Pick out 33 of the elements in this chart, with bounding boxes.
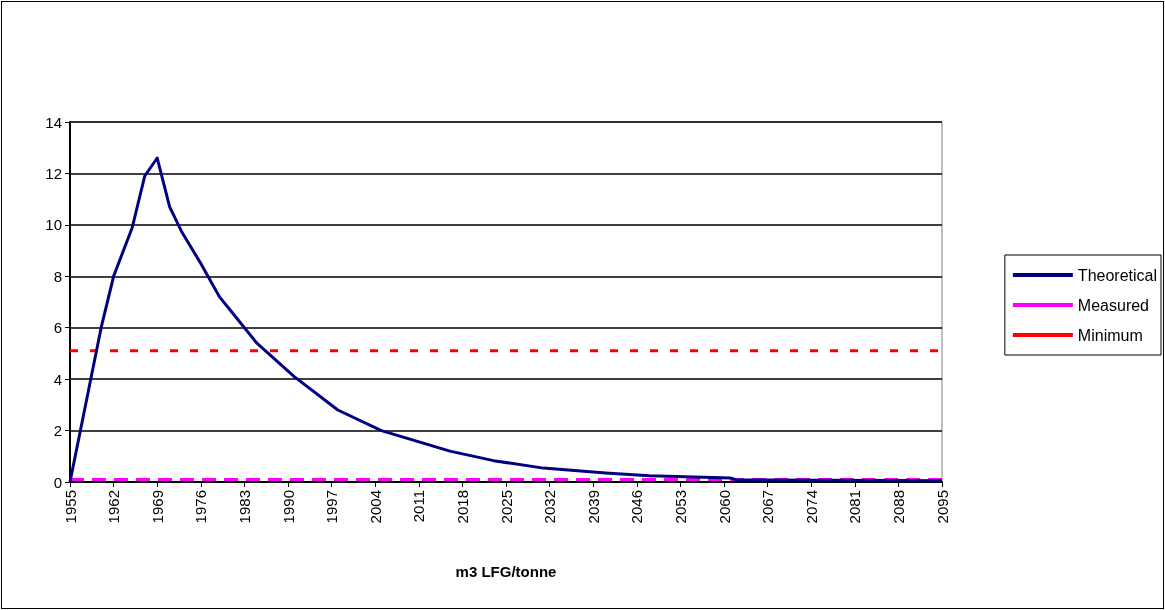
y-tick-label: 12	[45, 164, 62, 182]
x-tick-label: 2039	[584, 490, 602, 524]
x-tick-label: 2025	[497, 490, 515, 524]
x-tick-label: 2067	[759, 490, 777, 524]
x-tick-label: 2095	[933, 490, 951, 524]
y-tick-label: 10	[45, 216, 62, 234]
x-tick-label: 1983	[235, 490, 253, 524]
y-tick-label: 0	[53, 473, 62, 491]
x-tick-label: 2018	[453, 490, 471, 524]
x-tick-label: 1955	[61, 490, 79, 524]
y-tick-label: 4	[53, 370, 62, 388]
x-tick-label: 2032	[541, 490, 559, 524]
y-tick-label: 8	[53, 267, 62, 285]
x-tick-label: 2053	[671, 490, 689, 524]
y-tick-label: 6	[53, 319, 62, 337]
x-axis-title: m3 LFG/tonne	[455, 563, 557, 580]
x-tick-label: 2088	[889, 490, 907, 524]
x-tick-label: 2011	[410, 490, 428, 523]
legend-label: Measured	[1077, 296, 1150, 314]
y-tick-label: 2	[53, 422, 62, 440]
x-tick-label: 1976	[192, 490, 210, 524]
x-tick-label: 2074	[802, 490, 820, 524]
x-tick-label: 2004	[366, 490, 384, 524]
x-tick-label: 1969	[148, 490, 166, 524]
x-tick-label: 1990	[279, 490, 297, 524]
x-tick-label: 2081	[846, 490, 864, 524]
x-tick-label: 1962	[105, 490, 123, 524]
legend-label: Theoretical	[1077, 266, 1158, 284]
x-tick-label: 1997	[323, 490, 341, 524]
x-tick-label: 2046	[628, 490, 646, 524]
legend-label: Minimum	[1077, 326, 1143, 344]
x-tick-label: 2060	[715, 490, 733, 524]
y-tick-label: 14	[45, 113, 62, 131]
